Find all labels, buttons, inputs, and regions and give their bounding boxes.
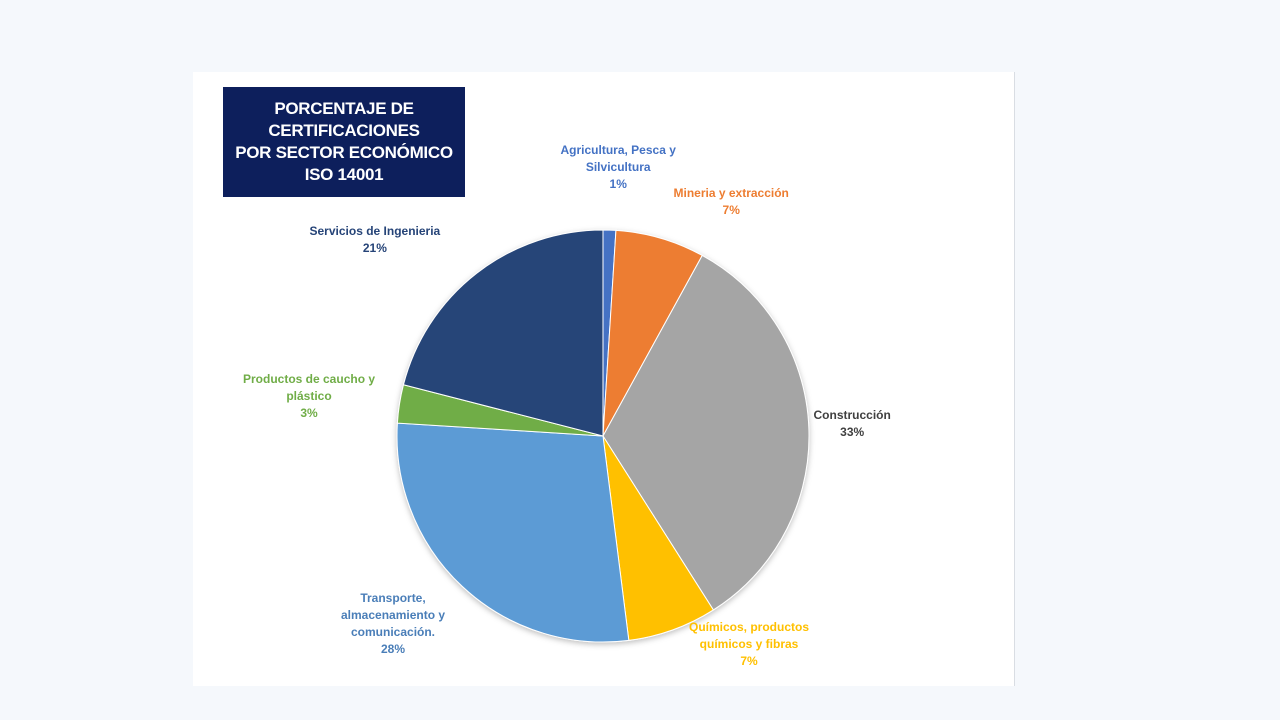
slice-label-name: Construcción	[813, 408, 891, 422]
slice-label-name: químicos y fibras	[699, 636, 799, 651]
title-line: POR SECTOR ECONÓMICO	[235, 143, 453, 162]
slice-label-value: 3%	[300, 405, 318, 420]
slice-label-value: 7%	[722, 203, 740, 217]
title-line: PORCENTAJE DE	[274, 99, 414, 118]
title-line: ISO 14001	[304, 165, 384, 184]
slice-label-1: Mineria y extracción 7%	[674, 185, 789, 219]
slice-label-6: Servicios de Ingenieria 21%	[310, 223, 441, 257]
slice-label-name: Agricultura, Pesca y	[560, 142, 676, 157]
slice-label-4: Transporte, almacenamiento y comunicación.…	[341, 590, 445, 658]
slice-label-value: 7%	[740, 653, 758, 668]
chart-title: PORCENTAJE DE CERTIFICACIONES POR SECTOR…	[223, 87, 465, 197]
slice-label-name: plástico	[286, 388, 332, 403]
slice-label-2: Construcción 33%	[814, 407, 891, 441]
pie-slice-2	[602, 254, 810, 611]
pie-slice-6	[402, 229, 604, 437]
slice-label-5: Productos de caucho y plástico 3%	[243, 371, 375, 422]
slice-label-value: 28%	[381, 642, 406, 656]
slice-label-name: Silvicultura	[585, 159, 651, 174]
slice-label-name: Productos de caucho y	[243, 371, 376, 386]
pie-chart	[396, 229, 810, 643]
slice-label-3: Químicos, productos químicos y fibras 7%	[689, 619, 809, 670]
chart-panel: PORCENTAJE DE CERTIFICACIONES POR SECTOR…	[193, 72, 1015, 686]
slice-label-name: almacenamiento y	[341, 608, 446, 622]
pie-slice-4	[396, 422, 630, 643]
slice-label-name: Servicios de Ingenieria	[309, 224, 441, 238]
slice-label-name: comunicación.	[351, 625, 436, 639]
slice-label-name: Transporte,	[360, 591, 426, 605]
slice-label-value: 21%	[362, 241, 387, 255]
slice-label-name: Mineria y extracción	[673, 186, 789, 200]
slice-label-name: Químicos, productos	[689, 619, 810, 634]
title-line: CERTIFICACIONES	[268, 121, 420, 140]
slice-label-value: 33%	[840, 425, 865, 439]
slice-label-value: 1%	[609, 176, 627, 191]
slice-label-0: Agricultura, Pesca y Silvicultura 1%	[561, 142, 676, 193]
